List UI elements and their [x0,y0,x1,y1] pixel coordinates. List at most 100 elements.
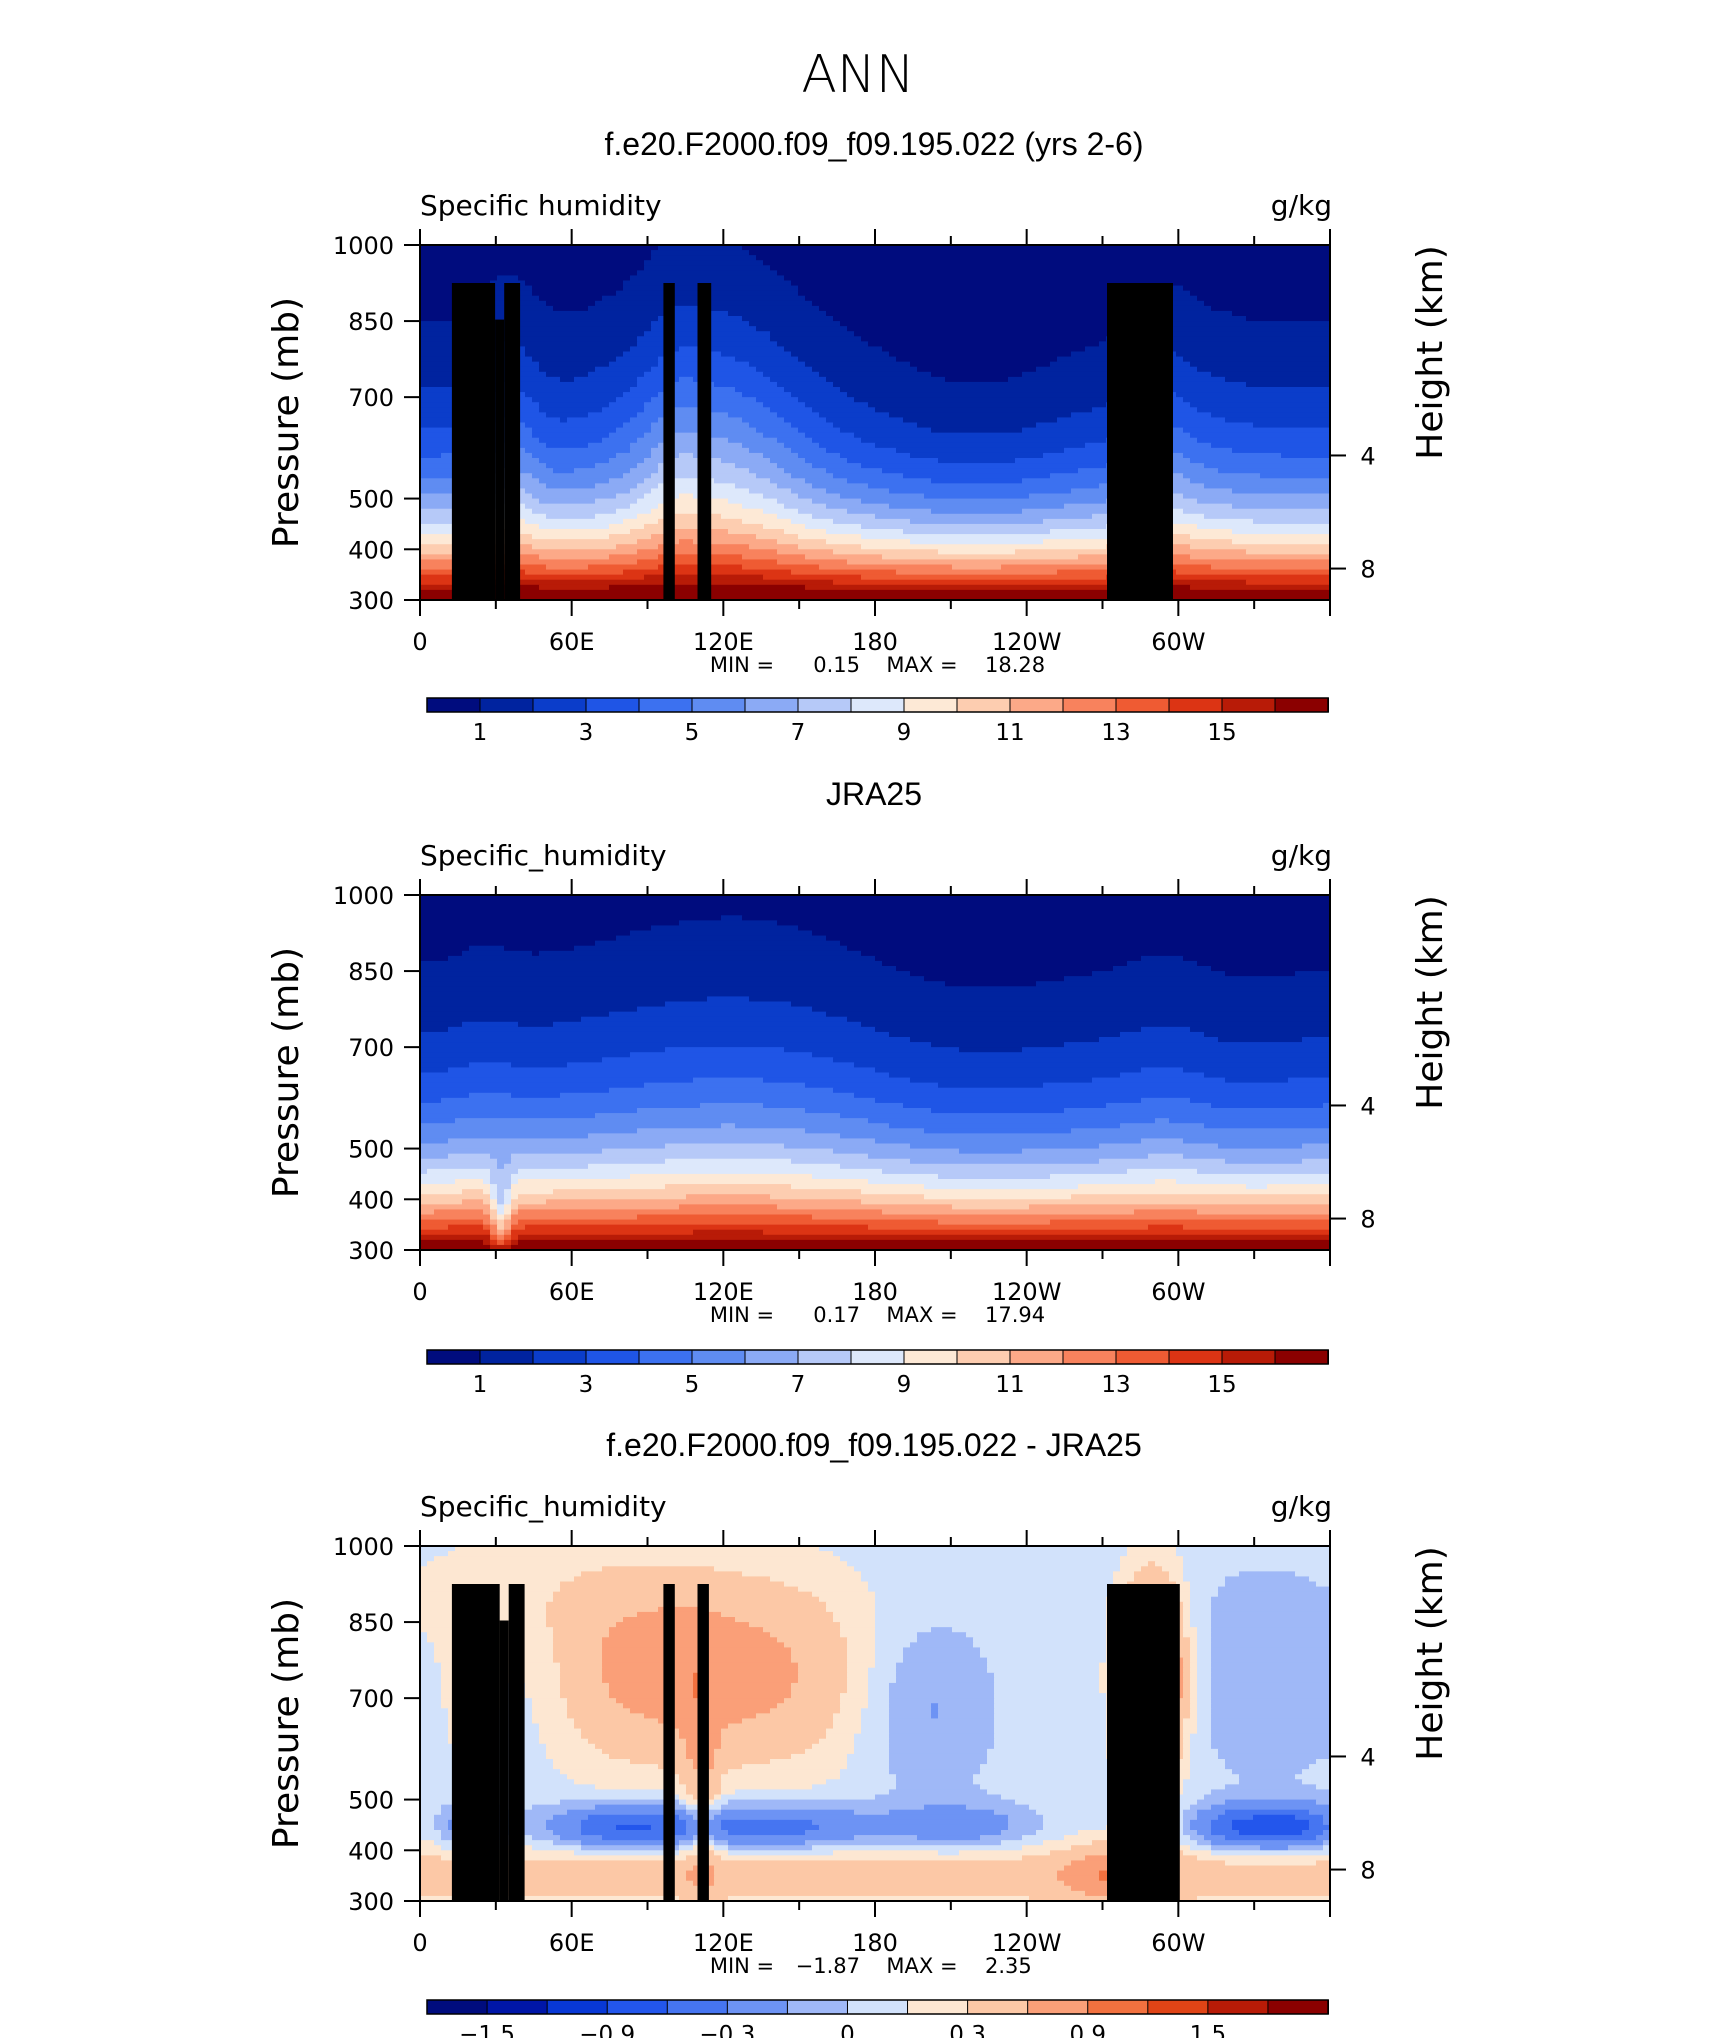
contour-cell [1197,1840,1212,1846]
contour-cell [1183,1693,1191,1699]
contour-cell [819,1738,855,1745]
contour-cell [1239,1571,1296,1578]
contour-cell [721,1824,820,1831]
contour-cell [553,1652,603,1659]
contour-cell [1022,371,1142,378]
contour-cell [1218,1143,1303,1150]
contour-cell [546,1748,603,1755]
contour-cell [497,1219,505,1226]
contour-cell [483,1224,491,1231]
contour-cell [819,442,876,449]
contour-cell [1141,305,1212,312]
contour-cell [798,508,848,515]
contour-cell [588,371,645,378]
contour-cell [553,1627,610,1633]
contour-cell [420,1809,442,1816]
colorbar-swatch [532,1349,587,1365]
contour-cell [875,1637,918,1643]
contour-cell [420,1743,456,1750]
contour-cell [1176,1586,1191,1593]
contour-cell [875,1596,1107,1603]
contour-cell [1134,387,1331,393]
contour-cell [987,1662,1100,1669]
contour-cell [420,960,883,967]
contour-cell [805,295,1149,302]
contour-cell [973,1637,1107,1643]
contour-cell [1197,1693,1212,1699]
contour-cell [525,351,624,358]
contour-cell [1218,1037,1303,1043]
contour-cell [1176,1546,1331,1552]
contour-cell [532,473,624,479]
contour-cell [637,513,666,520]
contour-cell [1106,574,1331,581]
contour-cell [861,1189,1331,1195]
contour-cell [469,310,666,317]
contour-cell [1183,1718,1198,1725]
contour-cell [1043,1819,1121,1826]
contour-cell [1218,1753,1331,1760]
contour-cell [1008,1824,1044,1831]
contour-cell [420,1224,449,1231]
contour-cell [1043,539,1142,545]
contour-cell [875,1601,1107,1608]
contour-cell [1036,1809,1128,1816]
contour-cell [504,1229,512,1236]
contour-cell [609,402,645,408]
contour-cell [420,1179,456,1185]
contour-cell [1211,1713,1331,1720]
contour-cell [1211,1637,1331,1643]
contour-cell [560,1667,603,1674]
contour-cell [602,437,638,444]
contour-cell [1190,458,1331,464]
colorbar-swatch [691,1349,746,1365]
contour-cell [525,1682,561,1689]
contour-cell [1183,1830,1198,1836]
contour-cell [742,392,792,398]
contour-cell [910,1642,974,1649]
max-value: 18.28 [985,653,1045,677]
contour-cell [1239,1774,1296,1780]
contour-cell [980,1764,1114,1770]
contour-cell [728,1840,806,1846]
contour-cell [539,407,603,413]
contour-cell [910,1037,1100,1043]
contour-cell [609,361,659,368]
contour-cell [749,488,792,495]
contour-cell [511,381,638,388]
x-tick-label: 0 [412,1278,427,1306]
contour-cell [798,452,841,459]
contour-cell [1169,1571,1184,1578]
colorbar-swatch [1168,697,1223,713]
contour-cell [609,1087,834,1094]
y-right-tick-label: 4 [1360,1092,1375,1120]
contour-cell [420,559,638,566]
contour-cell [840,493,925,500]
contour-cell [1239,1779,1303,1785]
contour-cell [840,1769,890,1775]
contour-cell [777,1703,841,1709]
contour-cell [987,1748,1107,1755]
land-block [663,1584,675,1901]
contour-cell [938,1713,995,1720]
contour-cell [749,321,841,327]
contour-cell [420,1011,610,1018]
land-block [495,319,505,600]
contour-cell [1085,346,1331,353]
contour-cell [812,1591,876,1598]
contour-cell [672,1804,687,1811]
contour-cell [588,564,659,571]
contour-cell [847,1753,890,1760]
contour-cell [889,1723,995,1730]
contour-cell [1225,971,1296,977]
contour-cell [1260,1845,1289,1851]
contour-cell [588,442,631,449]
contour-cell [1022,1835,1065,1841]
contour-cell [784,1698,841,1704]
contour-cell [903,1652,981,1659]
contour-cell [798,397,855,403]
contour-cell [784,1642,848,1649]
contour-cell [896,447,1065,454]
contour-cell [826,1779,897,1785]
